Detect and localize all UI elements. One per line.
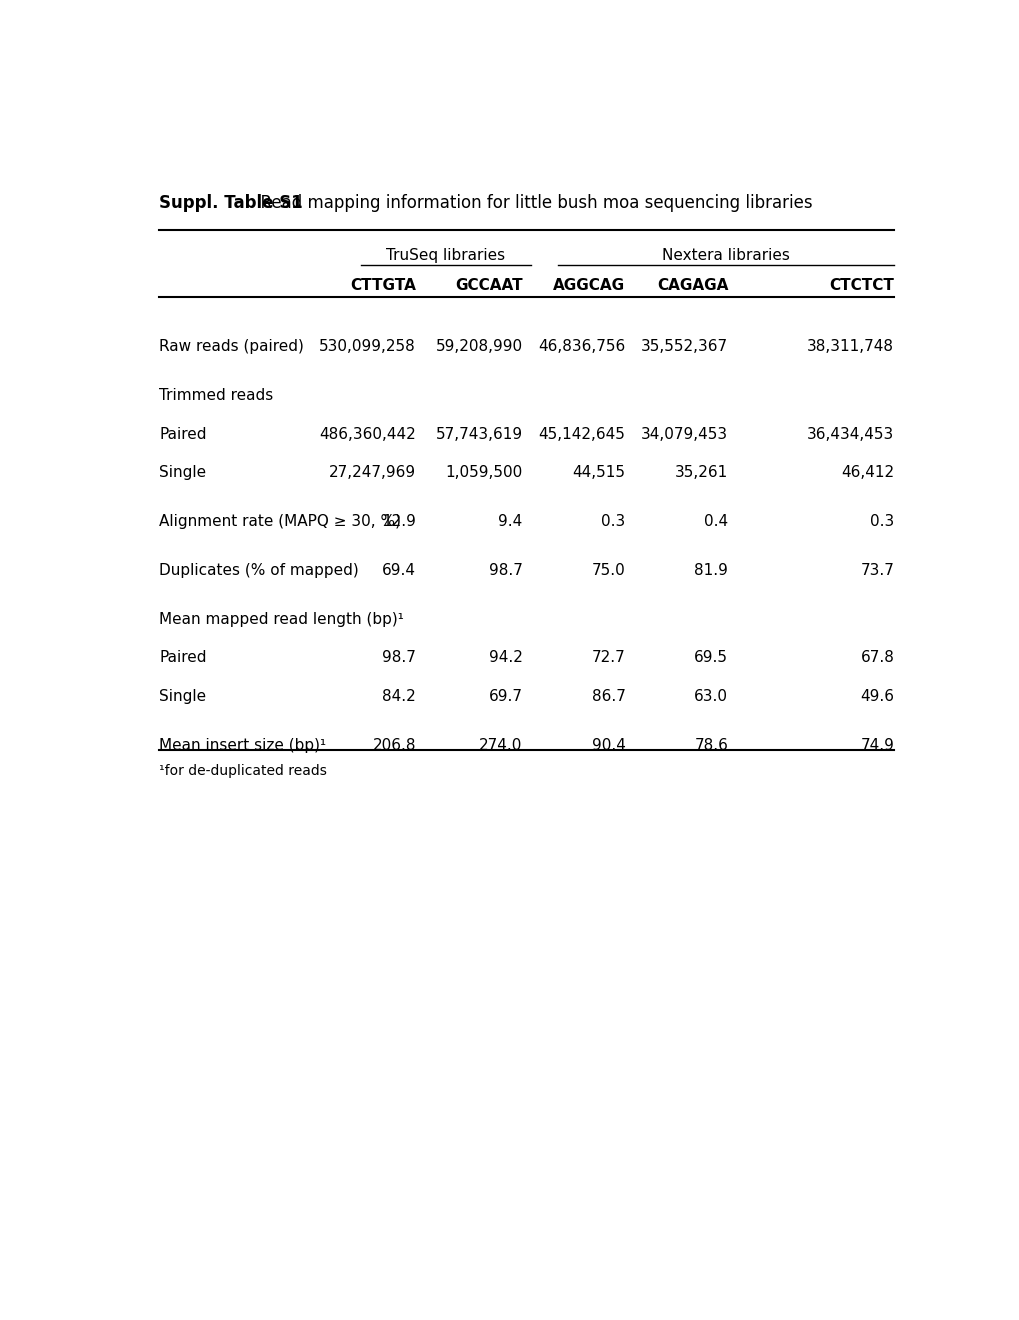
Text: Single: Single [159,689,206,704]
Text: 98.7: 98.7 [382,651,416,665]
Text: 38,311,748: 38,311,748 [806,339,894,354]
Text: 27,247,969: 27,247,969 [328,466,416,480]
Text: CTTGTA: CTTGTA [350,279,416,293]
Text: Alignment rate (MAPQ ≥ 30, %): Alignment rate (MAPQ ≥ 30, %) [159,515,400,529]
Text: 274.0: 274.0 [479,738,522,752]
Text: 75.0: 75.0 [591,562,625,578]
Text: CAGAGA: CAGAGA [656,279,728,293]
Text: 86.7: 86.7 [591,689,625,704]
Text: CTCTCT: CTCTCT [828,279,894,293]
Text: GCCAAT: GCCAAT [454,279,522,293]
Text: Duplicates (% of mapped): Duplicates (% of mapped) [159,562,359,578]
Text: 46,412: 46,412 [841,466,894,480]
Text: 9.4: 9.4 [498,515,522,529]
Text: Trimmed reads: Trimmed reads [159,388,273,403]
Text: 206.8: 206.8 [372,738,416,752]
Text: Single: Single [159,466,206,480]
Text: AGGCAG: AGGCAG [553,279,625,293]
Text: 59,208,990: 59,208,990 [435,339,522,354]
Text: 90.4: 90.4 [591,738,625,752]
Text: 57,743,619: 57,743,619 [435,426,522,442]
Text: 74.9: 74.9 [860,738,894,752]
Text: 34,079,453: 34,079,453 [641,426,728,442]
Text: ¹for de-duplicated reads: ¹for de-duplicated reads [159,764,327,779]
Text: Mean insert size (bp)¹: Mean insert size (bp)¹ [159,738,326,752]
Text: 36,434,453: 36,434,453 [806,426,894,442]
Text: 46,836,756: 46,836,756 [538,339,625,354]
Text: Paired: Paired [159,426,207,442]
Text: 530,099,258: 530,099,258 [319,339,416,354]
Text: 12.9: 12.9 [382,515,416,529]
Text: 72.7: 72.7 [591,651,625,665]
Text: 49.6: 49.6 [859,689,894,704]
Text: 35,261: 35,261 [675,466,728,480]
Text: 0.3: 0.3 [600,515,625,529]
Text: 35,552,367: 35,552,367 [641,339,728,354]
Text: 67.8: 67.8 [860,651,894,665]
Text: 0.4: 0.4 [703,515,728,529]
Text: Suppl. Table S1: Suppl. Table S1 [159,194,303,213]
Text: TruSeq libraries: TruSeq libraries [386,248,504,263]
Text: 84.2: 84.2 [382,689,416,704]
Text: Mean mapped read length (bp)¹: Mean mapped read length (bp)¹ [159,611,404,627]
Text: 81.9: 81.9 [694,562,728,578]
Text: Paired: Paired [159,651,207,665]
Text: 44,515: 44,515 [572,466,625,480]
Text: Read mapping information for little bush moa sequencing libraries: Read mapping information for little bush… [250,194,812,213]
Text: 73.7: 73.7 [860,562,894,578]
Text: 98.7: 98.7 [488,562,522,578]
Text: 45,142,645: 45,142,645 [538,426,625,442]
Text: 63.0: 63.0 [694,689,728,704]
Text: 69.4: 69.4 [382,562,416,578]
Text: 486,360,442: 486,360,442 [319,426,416,442]
Text: 0.3: 0.3 [869,515,894,529]
Text: 69.7: 69.7 [488,689,522,704]
Text: Nextera libraries: Nextera libraries [661,248,790,263]
Text: Raw reads (paired): Raw reads (paired) [159,339,304,354]
Text: 94.2: 94.2 [488,651,522,665]
Text: 1,059,500: 1,059,500 [445,466,522,480]
Text: 78.6: 78.6 [694,738,728,752]
Text: 69.5: 69.5 [694,651,728,665]
